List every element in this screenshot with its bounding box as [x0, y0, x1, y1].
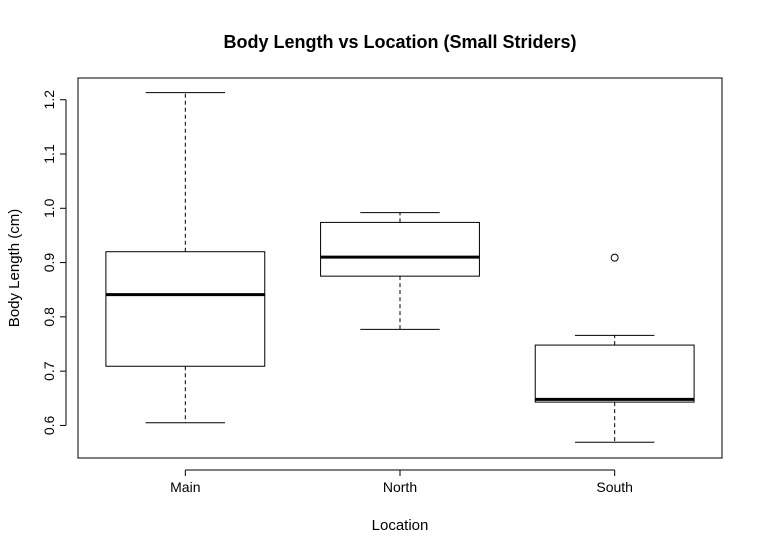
- y-tick-label: 0.9: [41, 253, 57, 273]
- y-tick-label: 1.2: [41, 90, 57, 110]
- x-tick-label: North: [383, 479, 417, 495]
- plot-frame: [77, 77, 723, 459]
- box-main: [105, 92, 266, 424]
- outlier-point: [610, 253, 619, 262]
- y-axis: 0.6 0.7 0.8 0.9 1.0 1.1 1.2: [41, 90, 67, 435]
- chart-title: Body Length vs Location (Small Striders): [223, 32, 576, 52]
- x-axis-label: Location: [372, 517, 429, 534]
- x-axis: Main North South: [170, 469, 633, 495]
- x-tick-label: Main: [170, 479, 200, 495]
- box-north: [320, 212, 480, 330]
- x-tick-label: South: [596, 479, 633, 495]
- y-tick-label: 0.7: [41, 361, 57, 381]
- iqr-box: [320, 221, 480, 277]
- iqr-box: [534, 344, 695, 403]
- y-tick-label: 1.1: [41, 144, 57, 164]
- box-south: [534, 253, 695, 443]
- y-tick-label: 0.6: [41, 415, 57, 435]
- iqr-box: [105, 251, 266, 367]
- box-series: [105, 92, 695, 443]
- y-tick-label: 1.0: [41, 198, 57, 218]
- y-tick-label: 0.8: [41, 307, 57, 327]
- y-axis-label: Body Length (cm): [6, 209, 23, 327]
